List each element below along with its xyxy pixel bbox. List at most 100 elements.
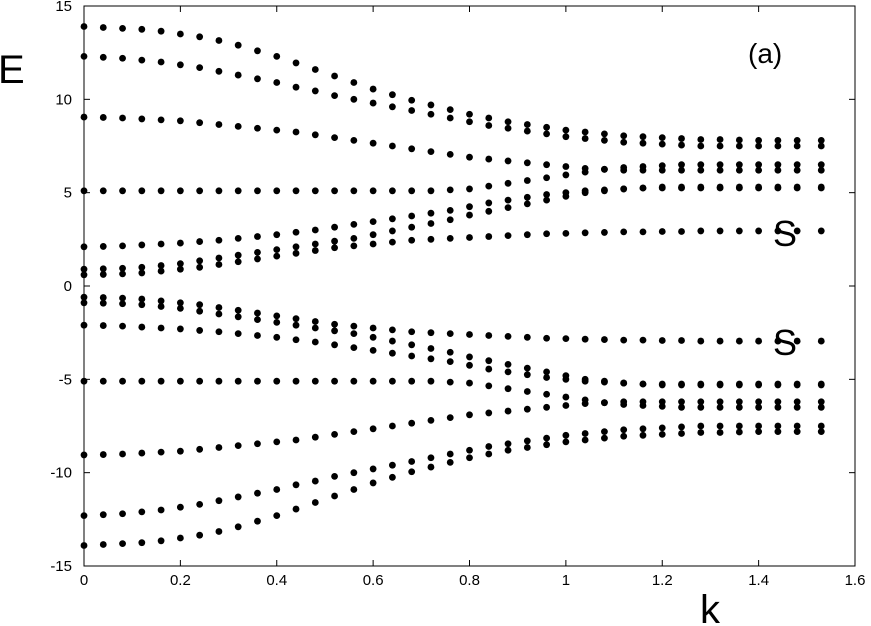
data-point	[389, 473, 396, 481]
data-point	[735, 142, 743, 150]
data-point	[658, 134, 666, 142]
data-point	[99, 243, 107, 250]
data-point	[427, 355, 435, 363]
data-point	[138, 269, 146, 277]
data-point	[678, 403, 685, 411]
data-point	[389, 103, 396, 111]
data-point	[581, 436, 589, 444]
data-point	[543, 174, 550, 182]
data-point	[697, 142, 705, 150]
data-point	[119, 540, 126, 547]
y-tick-label: 10	[55, 91, 72, 108]
data-point	[504, 368, 512, 376]
y-axis-title: E	[0, 48, 25, 92]
data-point	[504, 118, 512, 126]
data-point	[466, 203, 473, 211]
data-point	[793, 142, 801, 150]
data-point	[369, 347, 377, 354]
band-series-6	[80, 183, 825, 273]
data-point	[793, 161, 801, 169]
data-point	[80, 271, 88, 279]
data-point	[639, 228, 647, 236]
data-point	[273, 512, 281, 519]
data-point	[99, 299, 107, 307]
data-point	[735, 227, 743, 235]
data-point	[774, 183, 782, 191]
data-point	[697, 337, 705, 345]
data-point	[157, 448, 165, 456]
data-point	[138, 377, 146, 385]
data-point	[427, 377, 435, 385]
data-point	[331, 492, 338, 500]
data-point	[292, 481, 300, 489]
data-point	[601, 399, 608, 407]
data-point	[408, 352, 416, 360]
data-point	[678, 161, 685, 169]
band-series-10	[80, 321, 825, 388]
data-point	[485, 332, 493, 339]
data-point	[755, 137, 763, 144]
data-point	[446, 216, 454, 224]
data-point	[196, 307, 204, 315]
data-point	[176, 117, 184, 125]
data-point	[581, 189, 589, 197]
data-point	[755, 161, 763, 169]
axis-tick-labels: 0 0.2 0.4 0.6 0.8 1 1.2 1.4 1.6 -15 -10 -5 0 5 10 15	[50, 0, 865, 589]
data-point	[99, 187, 107, 195]
data-point	[138, 301, 146, 309]
data-point	[196, 531, 204, 539]
data-point	[658, 166, 666, 174]
data-point	[408, 458, 416, 465]
data-point	[562, 375, 570, 383]
data-point	[543, 123, 550, 131]
data-point	[581, 128, 589, 136]
y-tick-label: -10	[50, 465, 72, 482]
data-point	[157, 116, 165, 124]
data-point	[234, 258, 242, 266]
data-point	[273, 486, 281, 493]
data-point	[446, 235, 454, 242]
data-point	[601, 187, 608, 195]
data-point	[369, 425, 377, 433]
data-point	[331, 327, 338, 335]
data-point	[215, 328, 223, 336]
data-point	[80, 53, 88, 60]
data-point	[755, 380, 763, 388]
data-point	[639, 398, 647, 406]
y-tick-label: 0	[64, 278, 72, 295]
data-point	[543, 334, 550, 342]
data-point	[427, 329, 435, 337]
data-point	[543, 390, 550, 398]
data-point	[292, 315, 300, 323]
data-point	[735, 380, 743, 388]
data-point	[196, 501, 204, 508]
data-point	[80, 243, 88, 251]
data-point	[157, 377, 165, 385]
data-point	[389, 238, 396, 246]
data-point	[234, 442, 242, 449]
data-point	[331, 72, 338, 80]
data-point	[620, 432, 628, 440]
data-point	[658, 380, 666, 388]
data-point	[504, 196, 512, 204]
data-point	[697, 403, 705, 411]
data-point	[562, 133, 570, 141]
data-point	[273, 231, 281, 239]
data-point	[176, 239, 184, 247]
data-point	[254, 316, 261, 323]
data-point	[817, 227, 825, 235]
data-point	[119, 377, 126, 385]
data-point	[350, 187, 358, 195]
data-point	[774, 161, 782, 169]
data-point	[119, 294, 126, 302]
data-point	[196, 263, 204, 271]
data-point	[273, 187, 281, 195]
data-point	[99, 511, 107, 519]
data-point	[331, 237, 338, 245]
data-point	[389, 337, 396, 345]
data-point	[389, 326, 396, 334]
data-point	[273, 79, 281, 86]
data-point	[523, 121, 531, 128]
data-point	[658, 228, 666, 235]
data-point	[331, 134, 338, 142]
